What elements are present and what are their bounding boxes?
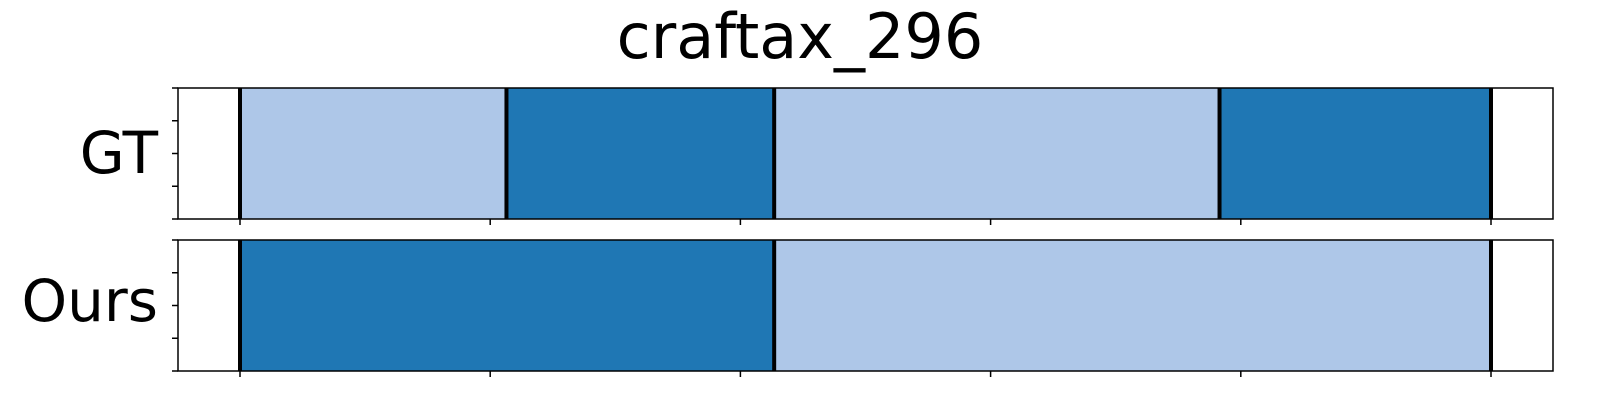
row-label-ours: Ours <box>21 267 158 335</box>
segment-bar <box>774 88 1220 219</box>
segment-bar <box>240 88 507 219</box>
segment-bar <box>774 240 1491 371</box>
segment-bar <box>240 240 775 371</box>
chart-title: craftax_296 <box>616 0 984 73</box>
row-label-gt: GT <box>79 119 158 187</box>
segment-bar <box>1219 88 1491 219</box>
segment-bar <box>506 88 775 219</box>
